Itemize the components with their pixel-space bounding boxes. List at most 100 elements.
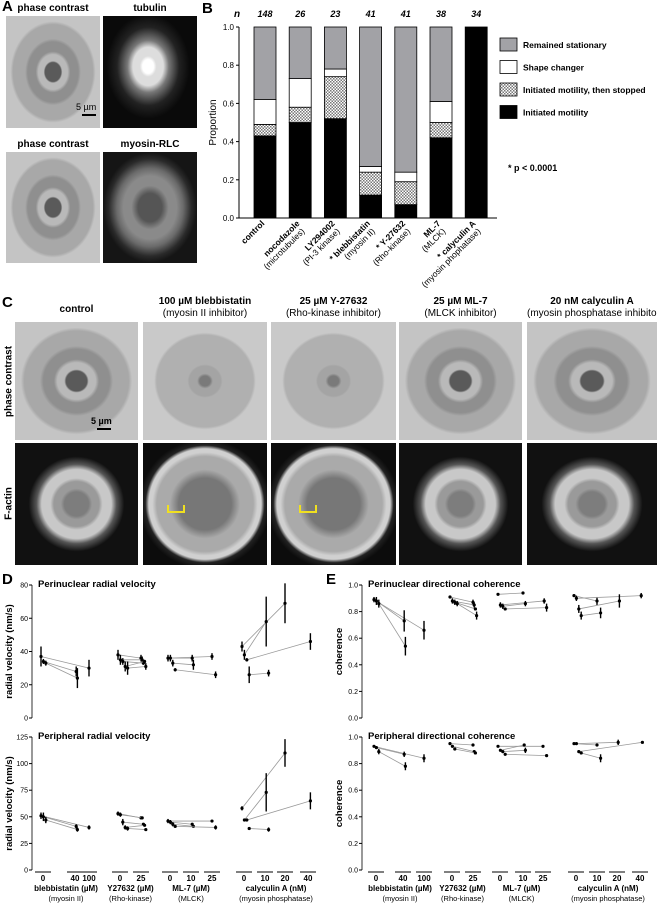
- bar-segment: [359, 26, 383, 167]
- data-point: [247, 826, 251, 831]
- data-point: [422, 628, 426, 632]
- data-point: [118, 813, 122, 817]
- y-tick-label: 0.0: [348, 868, 358, 875]
- data-point: [308, 799, 312, 803]
- data-point: [574, 742, 579, 746]
- data-point: [574, 596, 579, 600]
- bar-segment: [288, 78, 312, 108]
- panel-label-b: B: [202, 0, 213, 17]
- bar-segment: [394, 171, 418, 183]
- connector-line: [497, 592, 524, 595]
- x-tick-label: 40: [636, 874, 645, 883]
- y-axis-label: radial velocity (nm/s): [4, 756, 15, 851]
- x-tick-label: 10: [187, 874, 196, 883]
- bar-segment: [253, 99, 277, 125]
- micrograph-myosin-rlc: [103, 152, 197, 263]
- data-point: [242, 818, 246, 822]
- y-tick-label: 0.4: [223, 138, 235, 147]
- data-point: [126, 666, 130, 670]
- data-point: [579, 751, 583, 755]
- y-tick-label: 60: [20, 616, 28, 623]
- bar-segment: [288, 26, 312, 79]
- data-point: [521, 591, 525, 595]
- data-point: [595, 743, 599, 747]
- data-point: [496, 744, 500, 748]
- data-point: [545, 606, 549, 610]
- y-tick-label: 0.6: [348, 636, 358, 643]
- category-label: control: [239, 218, 266, 245]
- y-axis-label: Proportion: [208, 99, 219, 145]
- data-point: [498, 748, 502, 752]
- data-point: [242, 653, 246, 657]
- y-tick-label: 125: [16, 735, 28, 742]
- data-point: [87, 825, 91, 830]
- panel-a-label-phase-bottom: phase contrast: [17, 139, 89, 150]
- data-point: [453, 747, 457, 751]
- connector-line: [172, 662, 194, 666]
- x-group-sublabel: (Rho-kinase): [109, 894, 152, 903]
- data-point: [39, 654, 43, 659]
- data-point: [448, 595, 452, 599]
- y-tick-label: 0: [24, 868, 28, 875]
- data-point: [168, 656, 172, 660]
- bar-segment: [323, 26, 347, 70]
- data-point: [166, 819, 170, 823]
- data-point: [616, 740, 620, 744]
- y-axis-label: coherence: [334, 780, 345, 828]
- bar-segment: [323, 68, 347, 78]
- connector-line: [45, 662, 78, 679]
- x-group-sublabel: (Rho-kinase): [441, 894, 484, 903]
- y-tick-label: 75: [20, 788, 28, 795]
- data-point: [448, 742, 452, 746]
- bar-segment: [429, 137, 453, 219]
- y-axis-label: coherence: [334, 628, 345, 676]
- connector-line: [125, 824, 145, 828]
- scale-bar: [97, 428, 111, 430]
- data-point: [453, 600, 457, 604]
- x-group-sublabel: (myosin phosphatase): [239, 894, 313, 903]
- y-tick-label: 0.8: [348, 609, 358, 616]
- connector-line: [502, 603, 526, 607]
- data-point: [473, 607, 477, 611]
- data-point: [168, 820, 172, 824]
- connector-line: [40, 656, 90, 669]
- x-tick-label: 40: [304, 874, 313, 883]
- chart-title: Peripheral directional coherence: [368, 731, 515, 742]
- y-tick-label: 1.0: [223, 23, 235, 32]
- connector-line: [175, 669, 216, 676]
- n-value: 41: [400, 9, 411, 19]
- data-point: [572, 594, 576, 598]
- panel-a-label-phase-top: phase contrast: [17, 3, 89, 14]
- data-point: [75, 827, 79, 832]
- data-point: [121, 820, 125, 824]
- column-title: 20 nM calyculin A: [550, 296, 634, 307]
- data-point: [123, 825, 127, 830]
- bar-segment: [253, 135, 277, 219]
- data-point: [501, 604, 505, 608]
- connector-line: [45, 819, 78, 830]
- x-group-label: ML-7 (µM): [503, 884, 541, 893]
- n-value: 34: [471, 9, 481, 19]
- column-subtitle: (myosin II inhibitor): [162, 308, 248, 319]
- y-tick-label: 0.2: [348, 689, 358, 696]
- data-point: [240, 644, 244, 649]
- data-point: [377, 602, 381, 606]
- data-point: [191, 824, 195, 828]
- connector-line: [40, 815, 90, 828]
- connector-line: [244, 792, 267, 821]
- data-point: [267, 671, 271, 675]
- data-point: [44, 818, 48, 822]
- data-point: [595, 599, 599, 603]
- data-point: [473, 751, 477, 755]
- data-point: [116, 812, 120, 816]
- chart-title: Perinuclear radial velocity: [38, 579, 156, 590]
- n-value: 26: [294, 9, 306, 19]
- n-value: 148: [257, 9, 272, 19]
- data-point: [240, 806, 244, 810]
- panel-label-a: A: [2, 0, 13, 15]
- data-point: [577, 750, 581, 754]
- connector-line: [456, 603, 477, 616]
- x-group-sublabel: (myosin phosphatase): [571, 894, 645, 903]
- y-tick-label: 0.6: [223, 99, 235, 108]
